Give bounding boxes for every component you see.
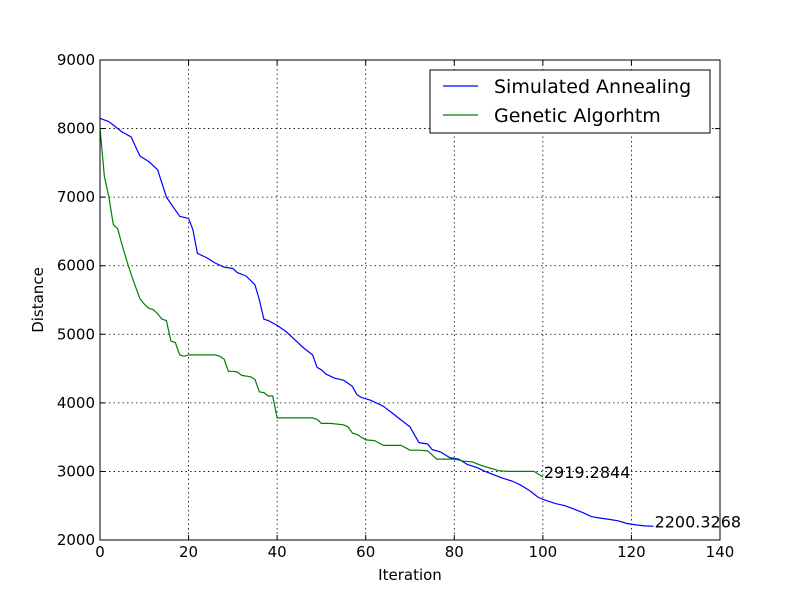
x-tick-label: 60 (356, 543, 375, 561)
x-tick-label: 20 (179, 543, 198, 561)
series-layer (99, 117, 654, 527)
legend-label: Genetic Algorhtm (494, 105, 661, 127)
x-tick-label: 120 (617, 543, 646, 561)
y-tick-label: 3000 (57, 462, 95, 480)
x-tick-label: 140 (706, 543, 735, 561)
annotations: 2919.2844 2200.3268 (544, 463, 741, 531)
x-tick-label: 100 (529, 543, 558, 561)
plot-frame (99, 59, 721, 541)
y-tick-label: 2000 (57, 531, 95, 549)
grid (100, 60, 720, 540)
ticks: 0 20 40 60 80 100 120 140 2000 3000 4000 5000 6000 70… (57, 51, 735, 561)
x-axis-label: Iteration (378, 566, 442, 584)
series-line-genetic-algorithm (99, 128, 544, 478)
legend-label: Simulated Annealing (494, 76, 691, 98)
y-axis-label: Distance (29, 267, 47, 333)
y-tick-label: 8000 (57, 120, 95, 138)
y-tick-label: 6000 (57, 257, 95, 275)
y-tick-label: 5000 (57, 325, 95, 343)
plot-area (100, 60, 720, 540)
x-tick-label: 0 (95, 543, 105, 561)
legend: Simulated Annealing Genetic Algorhtm (429, 69, 711, 134)
legend-box (429, 69, 711, 134)
y-tick-label: 7000 (57, 188, 95, 206)
x-tick-label: 40 (268, 543, 287, 561)
series-line-simulated-annealing (99, 117, 654, 527)
y-tick-label: 9000 (57, 51, 95, 69)
x-tick-label: 80 (445, 543, 464, 561)
value-annotation: 2919.2844 (544, 463, 631, 482)
value-annotation: 2200.3268 (655, 512, 742, 531)
y-tick-label: 4000 (57, 394, 95, 412)
